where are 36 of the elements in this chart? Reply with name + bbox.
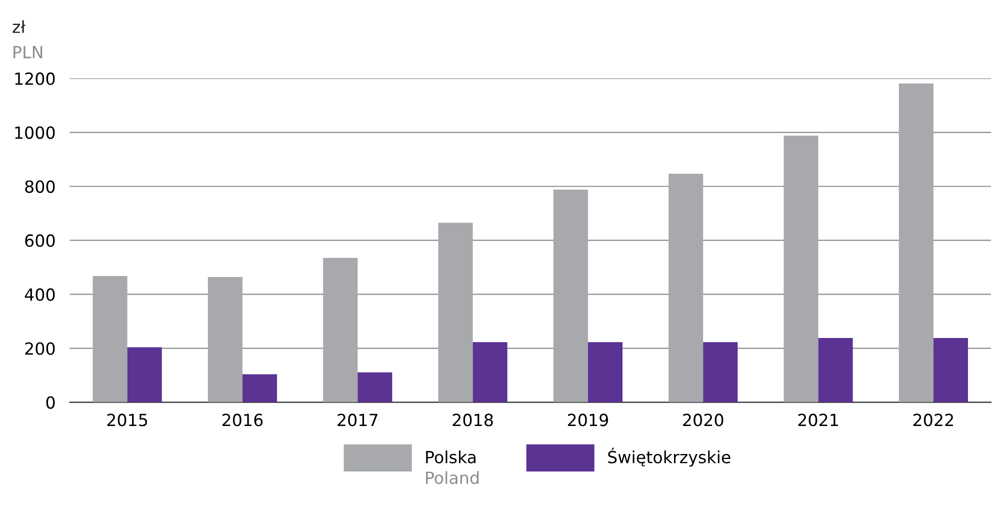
bar (933, 338, 968, 402)
x-tick-label: 2018 (452, 414, 493, 426)
bar (438, 222, 473, 402)
text: Poland (426, 471, 479, 484)
y-tick-label: 1200 (15, 72, 55, 85)
bar (92, 276, 128, 402)
y-tick-label: 0 (46, 396, 55, 409)
y-axis-title: zł (12, 20, 26, 33)
bar (818, 338, 853, 402)
bar (784, 136, 818, 402)
y-tick-label: 200 (25, 342, 55, 355)
x-tick-label: 2021 (798, 414, 838, 426)
bar (323, 258, 358, 402)
bar (703, 342, 738, 402)
bar (472, 342, 508, 402)
x-tick-label: 2017 (338, 414, 378, 426)
bar (127, 347, 162, 402)
x-tick-label: 2015 (107, 414, 148, 426)
y-tick-label: 800 (25, 180, 55, 193)
bar (588, 342, 622, 402)
bar (208, 277, 242, 402)
bar (668, 174, 704, 402)
bar (358, 372, 392, 402)
legend-label: Polska (426, 450, 476, 464)
x-tick-label: 2020 (683, 414, 724, 426)
x-tick-label: 2016 (222, 414, 263, 426)
x-tick-label: 2019 (568, 414, 608, 426)
x-tick-label: 2022 (913, 414, 953, 426)
y-tick-label: 600 (25, 234, 55, 247)
bar (242, 374, 278, 402)
legend-label: Świętokrzyskie (608, 448, 730, 467)
text: PLN (14, 46, 42, 58)
bar (553, 190, 588, 402)
y-tick-label: 1000 (15, 126, 55, 139)
y-tick-label: 400 (24, 288, 55, 301)
bar (898, 84, 934, 402)
